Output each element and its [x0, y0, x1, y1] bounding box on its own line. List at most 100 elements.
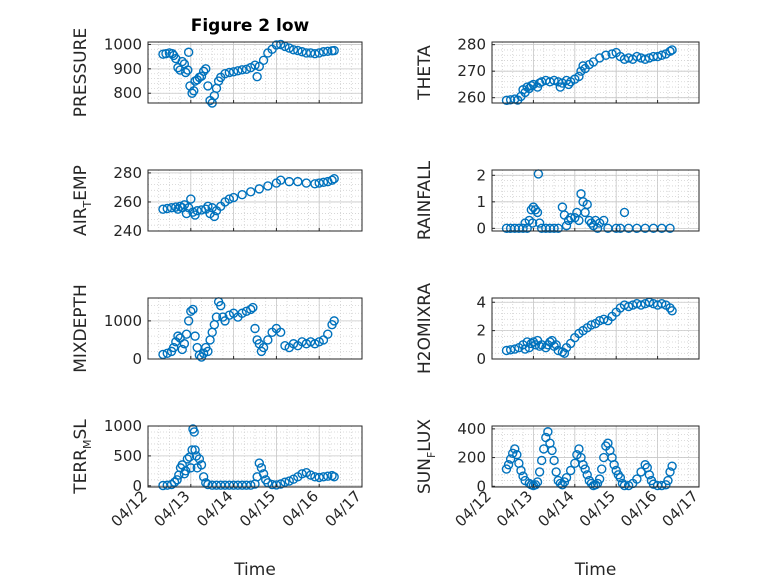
axes-2: 260 270 280 THETA — [415, 36, 700, 107]
data-point — [252, 71, 262, 82]
data-point — [216, 300, 226, 311]
data-point — [183, 65, 193, 75]
data-point — [228, 192, 239, 203]
data-point — [297, 469, 307, 479]
data-point — [532, 207, 543, 218]
data-point — [158, 349, 168, 360]
data-point — [613, 470, 623, 480]
data-point — [237, 65, 247, 75]
data-point — [314, 337, 324, 347]
y-axis-label: MIXDEPTH — [71, 284, 91, 373]
data-point — [510, 444, 520, 454]
data-point — [288, 45, 299, 55]
data-point — [553, 223, 563, 234]
data-point — [246, 187, 256, 197]
data-point — [559, 477, 570, 487]
data-point — [501, 464, 512, 474]
data-point — [175, 201, 185, 212]
data-point — [171, 202, 181, 212]
data-point — [180, 466, 191, 476]
data-point — [169, 477, 180, 487]
axes-frame — [491, 169, 700, 232]
data-point — [534, 78, 545, 88]
data-point — [168, 342, 179, 353]
y-tick-label: 1 — [476, 193, 486, 211]
data-point — [518, 471, 528, 481]
data-point — [528, 337, 539, 347]
data-point — [293, 45, 303, 56]
axes-frame — [491, 297, 700, 360]
data-point — [271, 480, 282, 490]
y-tick-label: 270 — [457, 62, 486, 80]
data-point — [578, 460, 588, 470]
data-point — [314, 472, 324, 483]
data-point — [665, 303, 675, 313]
axes-frame — [147, 425, 363, 488]
y-axis-label: TERRMSL — [71, 419, 94, 495]
data-point — [173, 204, 183, 214]
data-point — [592, 223, 603, 234]
data-point — [250, 323, 260, 334]
data-point — [597, 464, 607, 474]
data-point — [607, 49, 617, 59]
data-point — [505, 95, 516, 105]
data-point — [196, 460, 207, 470]
data-point — [194, 454, 205, 464]
data-point — [640, 460, 650, 470]
y-tick-label: 1000 — [104, 417, 142, 435]
data-point — [182, 454, 193, 464]
data-point — [190, 210, 200, 220]
y-tick-label: 4 — [476, 293, 486, 311]
data-point — [615, 472, 626, 483]
axes-1: 800 900 1000 PRESSURE — [71, 28, 363, 117]
data-point — [549, 223, 559, 234]
data-point — [551, 467, 561, 477]
data-point — [640, 54, 650, 64]
data-point — [505, 345, 516, 355]
axes-frame — [491, 41, 700, 104]
data-point — [297, 47, 307, 57]
data-point — [505, 454, 516, 464]
data-point — [211, 312, 222, 322]
data-point — [181, 208, 192, 219]
data-point — [563, 79, 574, 90]
data-point — [547, 445, 557, 456]
data-point — [663, 475, 673, 486]
data-point — [667, 45, 677, 55]
data-point — [609, 460, 619, 470]
data-point — [186, 463, 196, 473]
data-point — [305, 470, 316, 480]
data-point — [188, 207, 198, 217]
data-point — [180, 67, 191, 78]
axes-3: 240 260 280 AIRTEMP — [71, 164, 363, 240]
data-point — [224, 67, 235, 78]
data-point — [323, 46, 333, 56]
data-point — [288, 339, 299, 349]
data-point — [310, 339, 320, 349]
data-point — [667, 306, 677, 316]
data-point — [652, 51, 663, 62]
data-point — [636, 300, 646, 310]
data-point — [530, 480, 541, 490]
data-point — [179, 339, 190, 349]
data-point — [557, 480, 568, 490]
axes-4: 0 1 2 RAINFALL — [415, 160, 700, 240]
data-point — [254, 61, 264, 72]
data-point — [271, 40, 282, 50]
data-point — [329, 472, 339, 482]
data-point — [536, 455, 547, 466]
data-point — [516, 465, 526, 476]
data-point — [522, 337, 532, 347]
y-axis-label: SUNFLUX — [415, 419, 438, 494]
data-point — [526, 81, 537, 91]
y-tick-label: 800 — [113, 84, 142, 102]
data-point — [241, 64, 252, 75]
data-point — [601, 50, 611, 60]
y-tick-label: 900 — [113, 60, 142, 78]
data-point — [246, 304, 256, 315]
y-tick-label: 0 — [476, 477, 486, 495]
data-point — [314, 48, 324, 58]
data-point — [611, 223, 621, 234]
data-point — [329, 45, 339, 56]
